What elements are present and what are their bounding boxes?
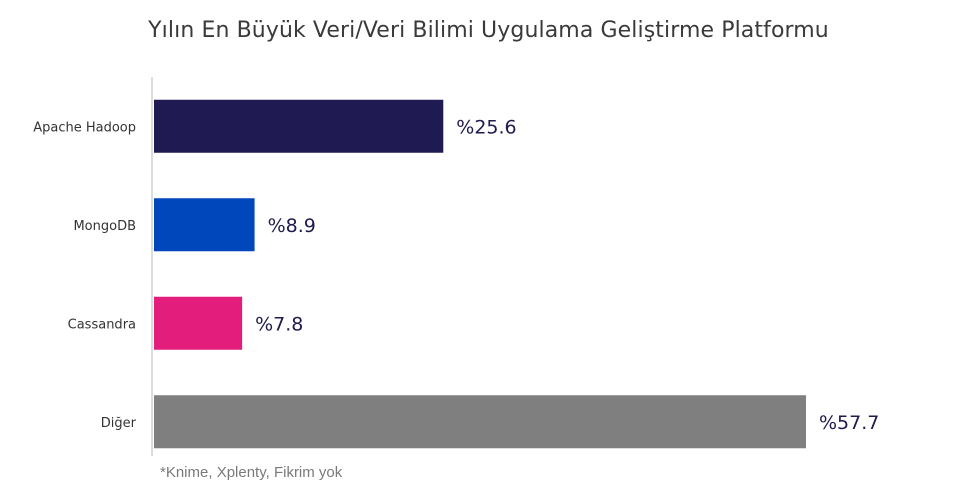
category-label: Apache Hadoop [33,120,136,135]
value-label: %57.7 [819,412,879,434]
value-label: %8.9 [268,215,316,237]
bar-3 [154,395,807,449]
value-label: %7.8 [255,313,303,335]
bar-2 [154,296,243,350]
category-label: MongoDB [73,219,136,234]
bar-0 [154,99,444,153]
value-label: %25.6 [456,116,516,138]
chart-footnote: *Knime, Xplenty, Fikrim yok [160,464,343,481]
category-label: Cassandra [68,317,136,332]
bars-layer: Apache Hadoop %25.6 MongoDB %8.9 Cassandra %7… [33,99,879,449]
category-label: Diğer [101,416,137,431]
chart-title: Yılın En Büyük Veri/Veri Bilimi Uygulama… [148,18,829,43]
bar-1 [154,198,255,252]
